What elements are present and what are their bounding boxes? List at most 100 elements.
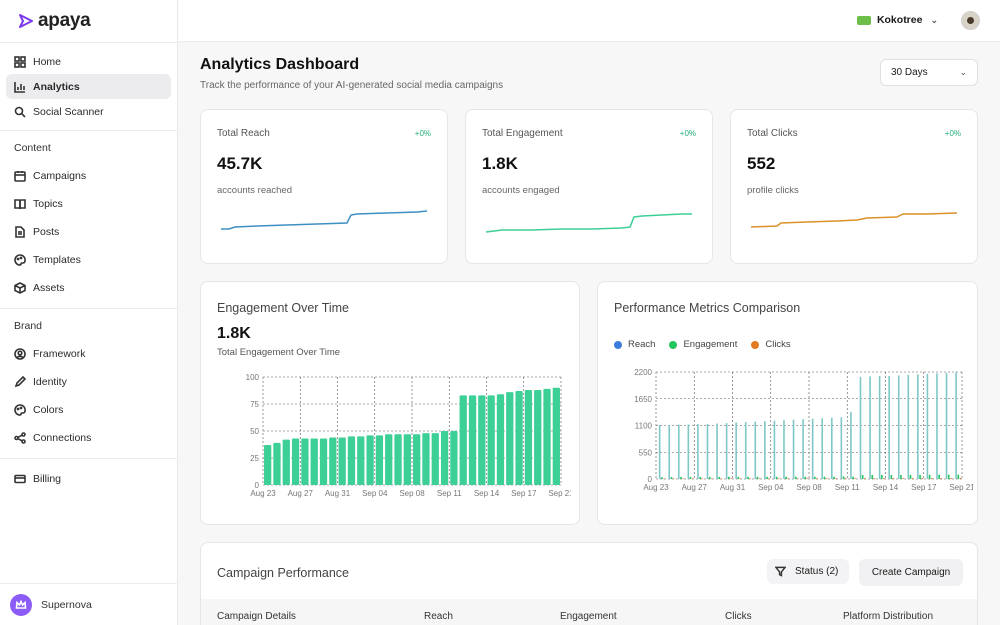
bar-clicks <box>816 478 818 479</box>
date-range-select[interactable]: 30 Days ⌄ <box>880 59 978 86</box>
bar-clicks <box>806 478 809 479</box>
bar-clicks <box>940 478 943 479</box>
x-tick-label: Aug 23 <box>250 489 276 498</box>
bar-clicks <box>720 478 723 479</box>
bar <box>459 395 467 485</box>
bar-reach <box>677 424 680 479</box>
legend-label: Clicks <box>765 339 791 350</box>
bar-reach <box>802 419 804 479</box>
x-tick-label: Sep 11 <box>835 483 860 492</box>
bar-engagement <box>728 476 730 479</box>
legend-item-engagement[interactable]: Engagement <box>669 339 737 350</box>
bar <box>440 431 449 485</box>
sidebar-item-posts[interactable]: Posts <box>6 218 171 246</box>
legend-label: Engagement <box>683 339 738 350</box>
y-tick-label: 1650 <box>634 395 652 404</box>
y-tick-label: 25 <box>250 454 259 463</box>
sidebar-item-analytics[interactable]: Analytics <box>6 74 171 99</box>
sidebar-divider <box>0 42 177 43</box>
document-icon <box>14 226 26 238</box>
chevron-down-icon: ⌄ <box>959 67 967 77</box>
legend-dot <box>669 340 678 349</box>
sidebar-item-label: Posts <box>33 226 60 238</box>
bar <box>422 433 430 485</box>
create-campaign-button[interactable]: Create Campaign <box>859 559 963 586</box>
column-header[interactable]: Campaign Details <box>217 611 296 622</box>
plan-footer[interactable]: Supernova <box>0 583 178 625</box>
sidebar-item-campaigns[interactable]: Campaigns <box>6 162 171 190</box>
bar-engagement <box>823 476 826 479</box>
x-tick-label: Sep 08 <box>399 489 425 498</box>
sidebar-item-social-scanner[interactable]: Social Scanner <box>6 99 171 124</box>
sidebar-item-templates[interactable]: Templates <box>6 246 171 274</box>
bar-engagement <box>661 477 663 479</box>
sidebar-item-framework[interactable]: Framework <box>6 340 171 368</box>
bar <box>478 395 486 485</box>
chart-title: Performance Metrics Comparison <box>614 301 801 315</box>
bar-reach <box>716 423 718 479</box>
bar <box>310 438 318 485</box>
bar-clicks <box>758 478 761 479</box>
sidebar-item-home[interactable]: Home <box>6 49 171 74</box>
column-header[interactable]: Engagement <box>560 611 617 622</box>
section-label-content: Content <box>14 142 51 154</box>
column-header[interactable]: Clicks <box>725 611 752 622</box>
bar-engagement <box>909 474 912 479</box>
bar-clicks <box>873 478 876 479</box>
legend-dot <box>751 340 760 349</box>
bar-engagement <box>947 474 950 479</box>
bar <box>450 431 458 485</box>
bar-clicks <box>892 478 895 479</box>
bar-clicks <box>911 478 914 479</box>
bar-clicks <box>711 478 713 479</box>
chevron-down-icon: ⌄ <box>930 14 938 25</box>
legend-item-reach[interactable]: Reach <box>614 339 655 350</box>
section-title: Campaign Performance <box>217 566 350 580</box>
bar <box>403 434 411 485</box>
x-tick-label: Sep 11 <box>437 489 462 498</box>
page-subtitle: Track the performance of your AI-generat… <box>200 80 504 91</box>
column-header[interactable]: Reach <box>424 611 453 622</box>
avatar[interactable] <box>961 11 980 30</box>
stat-card-clicks: Total Clicks +0% 552 profile clicks <box>730 109 978 264</box>
bar-engagement <box>881 474 883 479</box>
sidebar-item-label: Assets <box>33 282 65 294</box>
x-tick-label: Sep 21 <box>949 483 973 492</box>
app-name: apaya <box>38 10 91 31</box>
bar-reach <box>917 374 919 479</box>
sidebar-item-label: Topics <box>33 198 63 210</box>
bar-reach <box>945 372 948 479</box>
stat-value: 45.7K <box>217 154 263 173</box>
sidebar-item-identity[interactable]: Identity <box>6 368 171 396</box>
sidebar-item-label: Campaigns <box>33 170 87 182</box>
sidebar-item-connections[interactable]: Connections <box>6 424 171 452</box>
sidebar-item-colors[interactable]: Colors <box>6 396 171 424</box>
sidebar-divider <box>0 458 177 459</box>
org-switcher[interactable]: Kokotree ⌄ <box>856 14 938 26</box>
bar-reach <box>926 373 929 479</box>
sidebar-item-label: Colors <box>33 404 64 416</box>
bar-engagement <box>794 476 797 479</box>
sidebar-item-assets[interactable]: Assets <box>6 274 171 302</box>
bar-engagement <box>814 476 816 479</box>
sidebar-item-label: Social Scanner <box>33 105 104 118</box>
legend-item-clicks[interactable]: Clicks <box>751 339 791 350</box>
bar-reach <box>830 417 833 479</box>
bar-engagement <box>766 476 768 479</box>
bar <box>319 438 328 485</box>
date-range-value: 30 Days <box>891 67 928 78</box>
column-header[interactable]: Platform Distribution <box>843 611 934 622</box>
bar <box>543 388 551 485</box>
app-logo[interactable]: apaya <box>0 0 177 42</box>
sidebar-item-topics[interactable]: Topics <box>6 190 171 218</box>
share-icon <box>14 432 26 444</box>
bar <box>534 389 542 485</box>
bar-reach <box>687 424 690 479</box>
bar <box>385 434 393 485</box>
status-filter-button[interactable]: Status (2) <box>767 559 849 584</box>
bar-reach <box>783 420 785 479</box>
bar-engagement <box>861 474 864 479</box>
sidebar-item-billing[interactable]: Billing <box>6 465 171 493</box>
chart-value: 1.8K <box>217 325 251 342</box>
bar-reach <box>706 424 709 479</box>
